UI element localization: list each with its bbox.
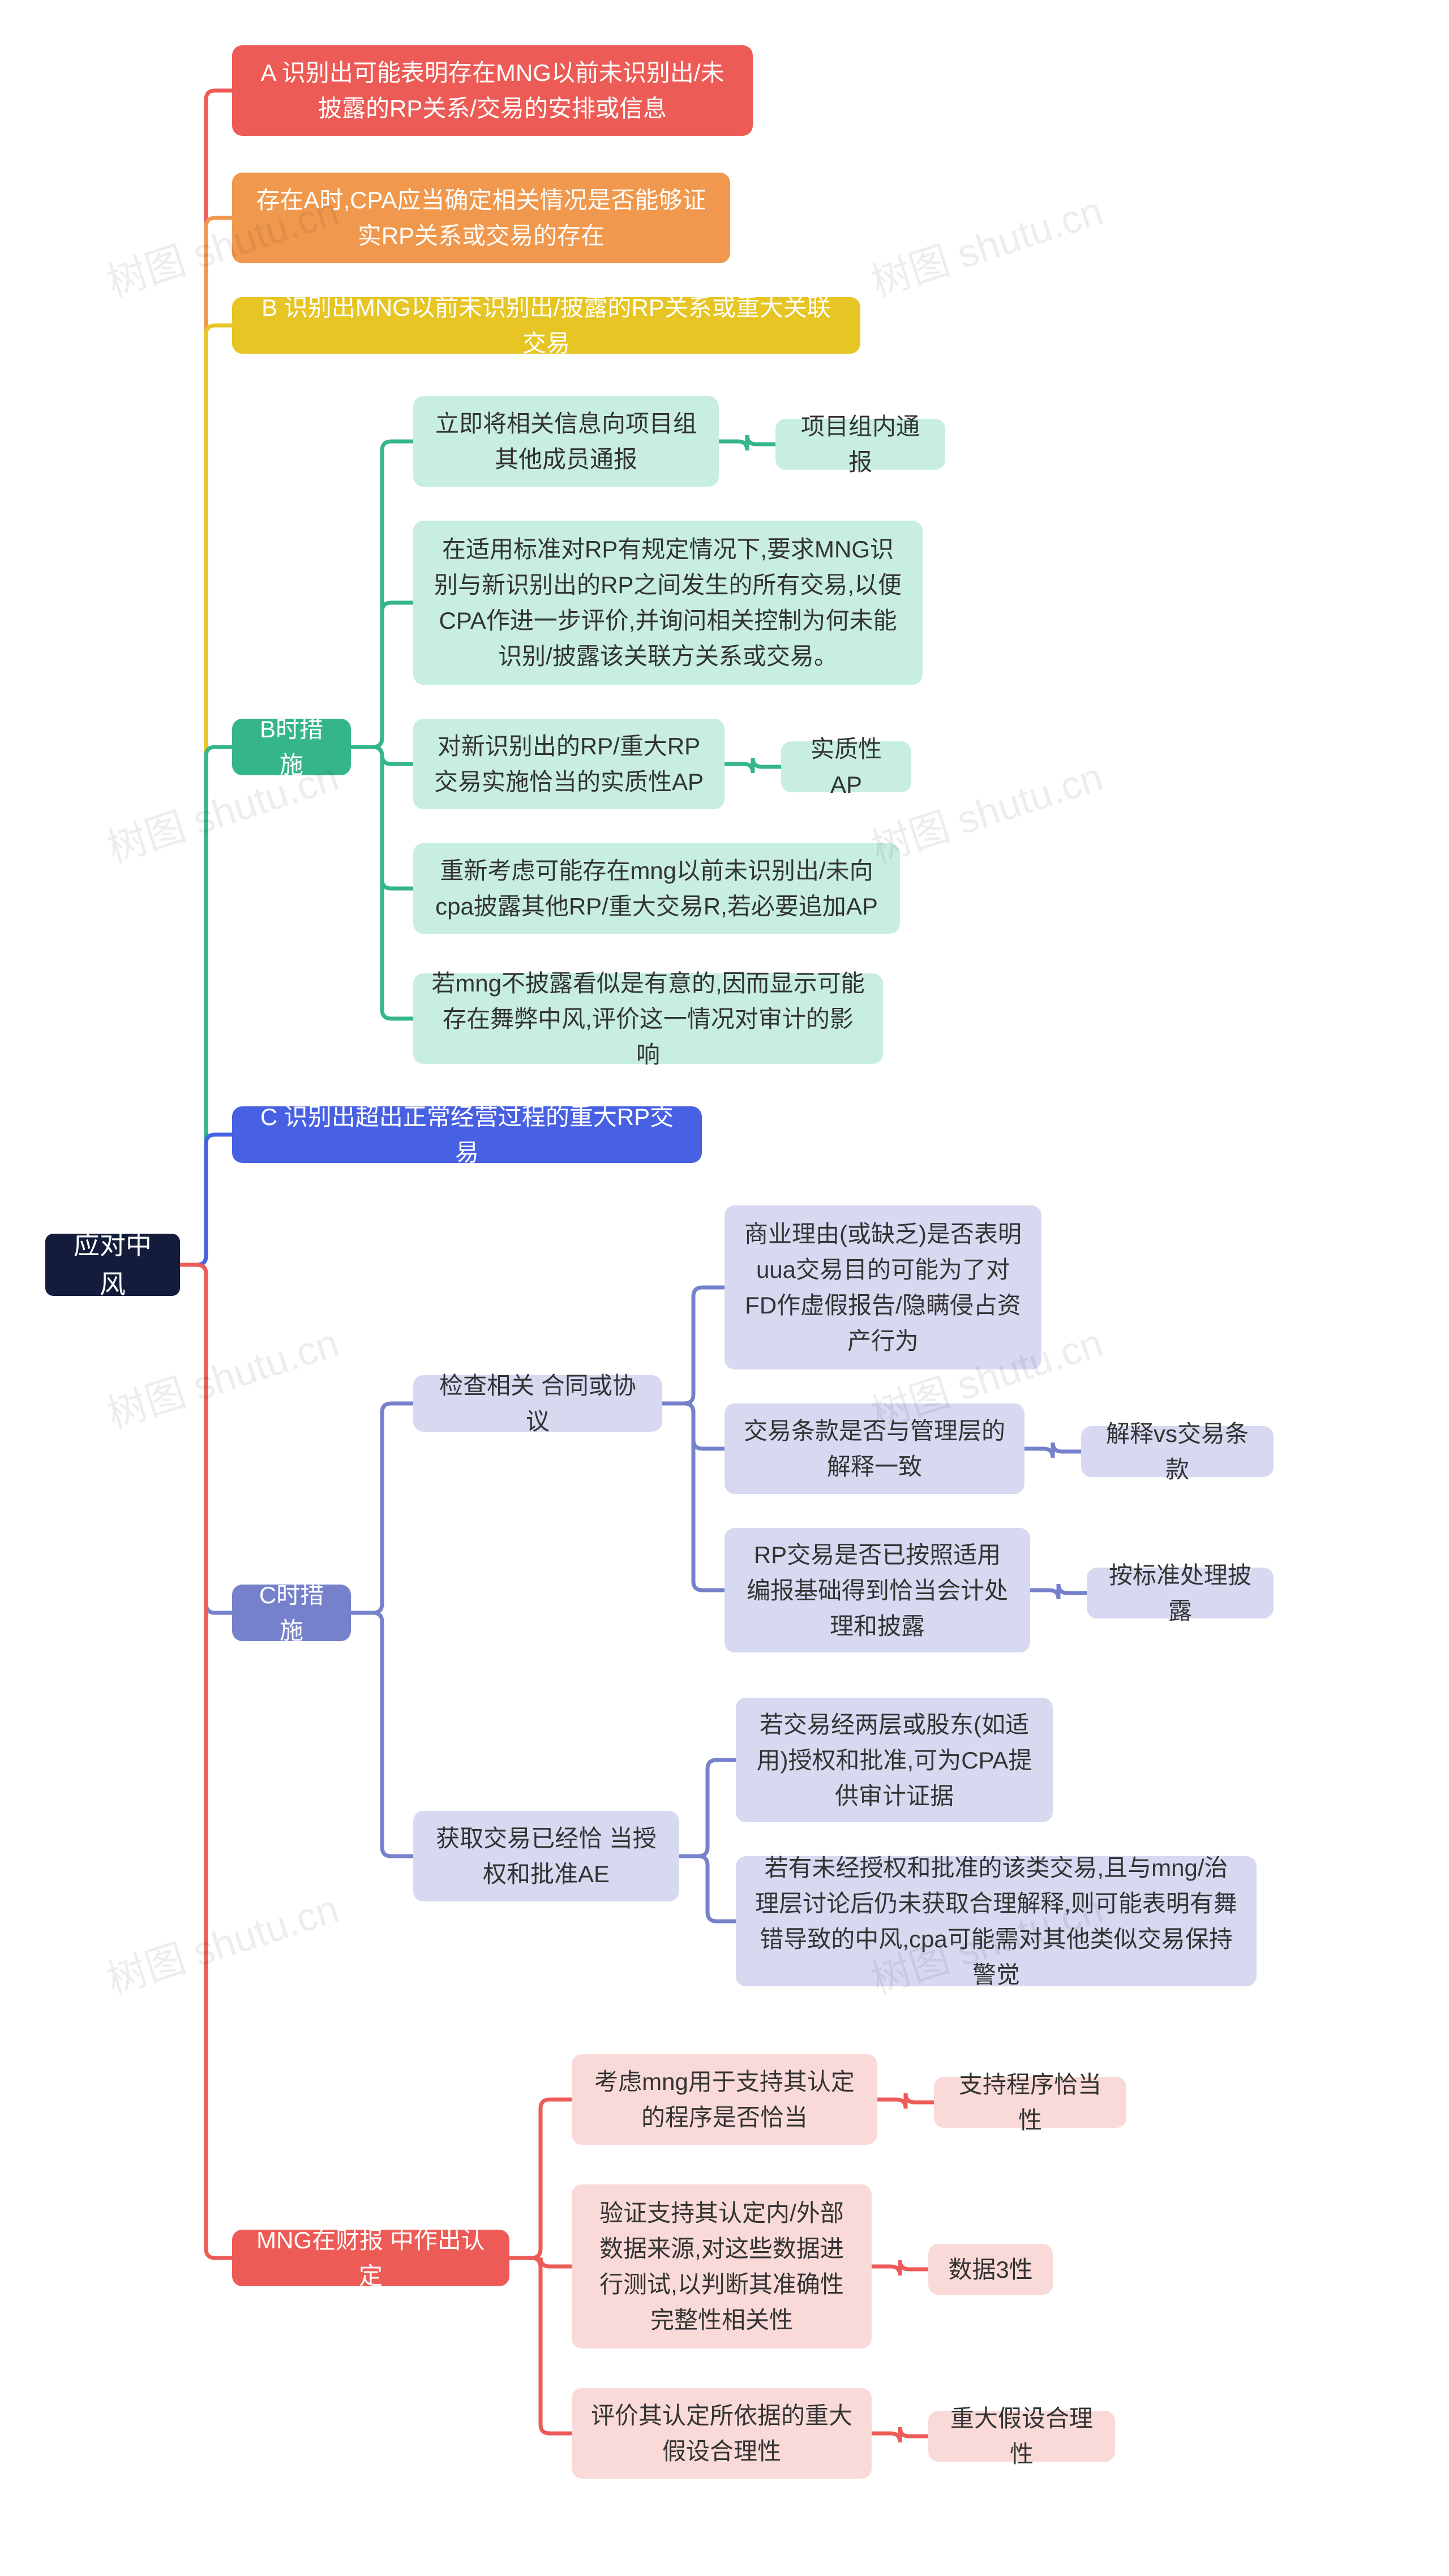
node-M3a[interactable]: 重大假设合理性 <box>928 2411 1115 2462</box>
node-Bm2[interactable]: 在适用标准对RP有规定情况下,要求MNG识别与新识别出的RP之间发生的所有交易,… <box>413 521 923 685</box>
node-Bm5[interactable]: 若mng不披露看似是有意的,因而显示可能存在舞弊中风,评价这一情况对审计的影响 <box>413 973 883 1064</box>
node-M2a[interactable]: 数据3性 <box>928 2244 1053 2295</box>
node-A2[interactable]: 存在A时,CPA应当确定相关情况是否能够证实RP关系或交易的存在 <box>232 173 730 263</box>
node-Bm1[interactable]: 立即将相关信息向项目组其他成员通报 <box>413 396 719 487</box>
node-M2[interactable]: 验证支持其认定内/外部数据来源,对这些数据进行测试,以判断其准确性完整性相关性 <box>572 2184 872 2349</box>
node-Cm2b[interactable]: 若有未经授权和批准的该类交易,且与mng/治理层讨论后仍未获取合理解释,则可能表… <box>736 1856 1257 1986</box>
node-A[interactable]: A 识别出可能表明存在MNG以前未识别出/未披露的RP关系/交易的安排或信息 <box>232 45 753 136</box>
node-Bm4[interactable]: 重新考虑可能存在mng以前未识别出/未向cpa披露其他RP/重大交易R,若必要追… <box>413 843 900 934</box>
watermark-text: 树图 shutu.cn <box>99 1311 345 1440</box>
watermark-text: 树图 shutu.cn <box>99 1877 345 2006</box>
node-Cm1c1[interactable]: 按标准处理披露 <box>1087 1568 1274 1618</box>
node-C[interactable]: C 识别出超出正常经营过程的重大RP交易 <box>232 1106 702 1163</box>
node-Bm[interactable]: B时措施 <box>232 719 351 775</box>
node-Cm1[interactable]: 检查相关 合同或协议 <box>413 1375 662 1432</box>
node-Cm1c[interactable]: RP交易是否已按照适用编报基础得到恰当会计处理和披露 <box>724 1528 1030 1652</box>
node-B[interactable]: B 识别出MNG以前未识别出/披露的RP关系或重大关联交易 <box>232 297 860 354</box>
node-M[interactable]: MNG在财报 中作出认定 <box>232 2230 509 2286</box>
node-Cm2a[interactable]: 若交易经两层或股东(如适用)授权和批准,可为CPA提供审计证据 <box>736 1698 1053 1822</box>
node-M3[interactable]: 评价其认定所依据的重大假设合理性 <box>572 2388 872 2479</box>
node-Cm1b1[interactable]: 解释vs交易条款 <box>1081 1426 1274 1477</box>
node-M1a[interactable]: 支持程序恰当性 <box>934 2077 1126 2128</box>
node-M1[interactable]: 考虑mng用于支持其认定的程序是否恰当 <box>572 2054 877 2145</box>
node-Bm1a[interactable]: 项目组内通报 <box>775 419 945 470</box>
node-Cm1b[interactable]: 交易条款是否与管理层的解释一致 <box>724 1403 1024 1494</box>
node-Cm2[interactable]: 获取交易已经恰 当授权和批准AE <box>413 1811 679 1901</box>
watermark-text: 树图 shutu.cn <box>863 179 1109 308</box>
root-node[interactable]: 应对中风 <box>45 1234 180 1296</box>
node-Cm1a[interactable]: 商业理由(或缺乏)是否表明uua交易目的可能为了对FD作虚假报告/隐瞒侵占资产行… <box>724 1205 1041 1369</box>
node-Cm[interactable]: C时措施 <box>232 1585 351 1641</box>
node-Bm3a[interactable]: 实质性AP <box>781 741 911 792</box>
node-Bm3[interactable]: 对新识别出的RP/重大RP交易实施恰当的实质性AP <box>413 719 724 809</box>
